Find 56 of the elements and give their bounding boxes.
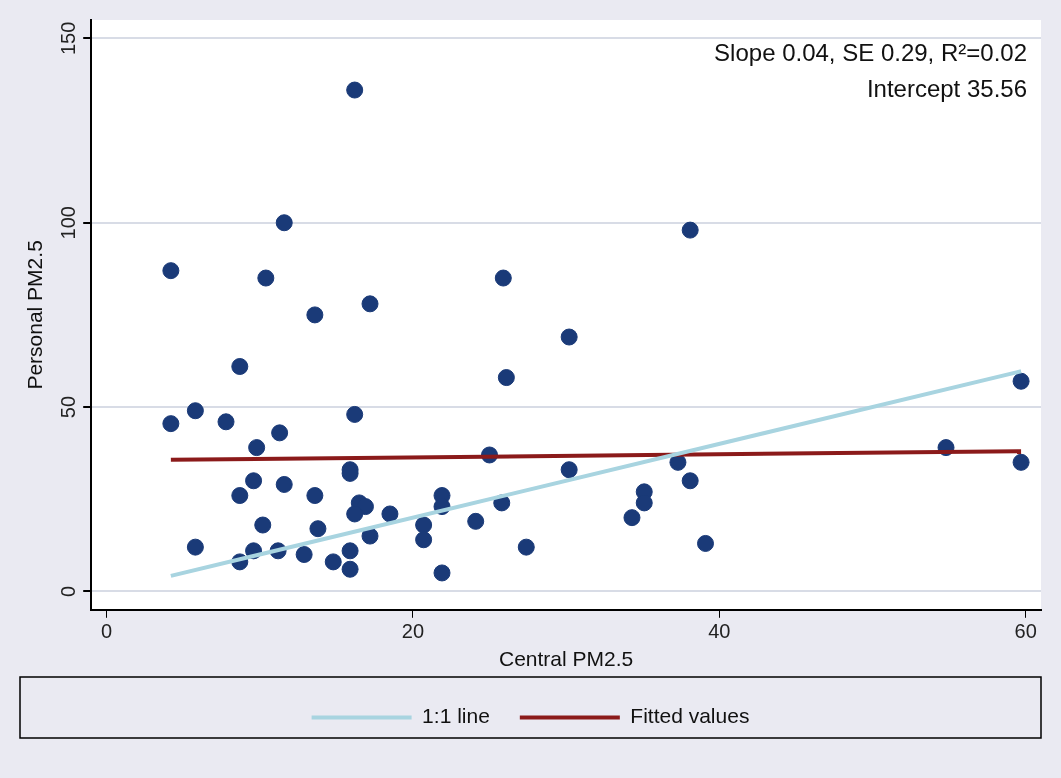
point — [245, 472, 263, 490]
point — [497, 369, 515, 387]
point — [346, 405, 364, 423]
point — [186, 402, 204, 420]
point — [623, 509, 641, 527]
point — [361, 527, 379, 545]
point — [306, 306, 324, 324]
point — [467, 512, 485, 530]
annotation: Intercept 35.56 — [866, 74, 1027, 102]
y-tick-label: 0 — [56, 585, 79, 597]
annotation: Slope 0.04, SE 0.29, R²=0.02 — [714, 38, 1027, 66]
x-tick-label: 20 — [401, 620, 425, 643]
y-tick-label: 150 — [56, 21, 79, 56]
point — [295, 546, 313, 564]
point — [560, 328, 578, 346]
point — [231, 358, 249, 376]
point — [324, 553, 342, 571]
x-tick-label: 0 — [100, 620, 113, 643]
point — [231, 487, 249, 505]
point — [248, 439, 266, 457]
x-tick-label: 60 — [1014, 620, 1037, 643]
point — [341, 560, 359, 578]
point — [341, 542, 359, 560]
legend-label: Fitted values — [630, 704, 750, 728]
y-tick-label: 50 — [56, 395, 79, 419]
point — [217, 413, 235, 431]
point — [346, 505, 364, 523]
point — [275, 475, 293, 493]
point — [186, 538, 204, 556]
point — [1012, 453, 1030, 471]
point — [271, 424, 289, 442]
point — [494, 269, 512, 287]
y-tick-label: 100 — [56, 206, 79, 240]
point — [1012, 372, 1030, 390]
point — [257, 269, 275, 287]
point — [306, 487, 324, 505]
point — [415, 516, 433, 534]
point — [381, 505, 399, 523]
point — [517, 538, 535, 556]
point — [275, 214, 293, 232]
y-axis-title: Personal PM2.5 — [23, 240, 47, 390]
point — [697, 534, 715, 552]
point — [361, 295, 379, 313]
point — [560, 461, 578, 479]
point — [309, 520, 327, 538]
point — [346, 81, 364, 99]
legend-label: 1:1 line — [422, 704, 490, 728]
point — [681, 472, 699, 490]
point — [681, 221, 699, 239]
point — [162, 415, 180, 433]
x-tick-label: 40 — [708, 620, 731, 643]
point — [433, 564, 451, 582]
x-axis-title: Central PM2.5 — [498, 647, 634, 671]
point — [415, 531, 433, 549]
point — [162, 262, 180, 280]
point — [254, 516, 272, 534]
